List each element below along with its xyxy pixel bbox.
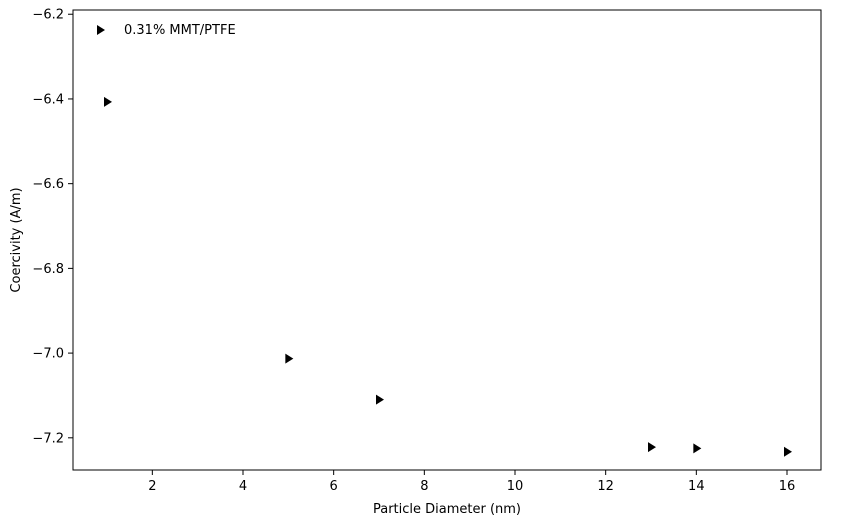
- y-tick-label: −6.4: [32, 92, 64, 107]
- data-point: [693, 443, 702, 454]
- legend-label: 0.31% MMT/PTFE: [124, 23, 236, 38]
- x-axis-label: Particle Diameter (nm): [373, 502, 521, 517]
- x-tick-label: 4: [239, 479, 247, 494]
- y-axis-label: Coercivity (A/m): [9, 187, 24, 292]
- x-tick-label: 8: [420, 479, 428, 494]
- data-point: [376, 394, 384, 405]
- y-axis-ticks: −6.2 −6.4 −6.6 −6.8 −7.0 −7.2: [32, 8, 73, 446]
- data-point: [285, 353, 294, 364]
- data-point: [648, 442, 656, 453]
- plot-area: [72, 9, 822, 471]
- x-tick-label: 2: [148, 479, 156, 494]
- y-tick-label: −7.0: [32, 347, 64, 362]
- y-tick-label: −7.2: [32, 431, 64, 446]
- legend-marker: [97, 25, 105, 35]
- x-tick-label: 10: [507, 479, 524, 494]
- data-point: [104, 96, 112, 107]
- y-tick-label: −6.6: [32, 177, 64, 192]
- x-tick-label: 12: [597, 479, 614, 494]
- x-tick-label: 6: [330, 479, 338, 494]
- data-points: [104, 96, 792, 457]
- y-tick-label: −6.2: [32, 8, 64, 23]
- x-tick-label: 14: [688, 479, 705, 494]
- x-axis-ticks: 2 4 6 8 10 12 14 16: [148, 470, 795, 494]
- x-tick-label: 16: [779, 479, 796, 494]
- y-tick-label: −6.8: [32, 262, 64, 277]
- legend: 0.31% MMT/PTFE: [97, 23, 236, 38]
- data-point: [784, 446, 792, 457]
